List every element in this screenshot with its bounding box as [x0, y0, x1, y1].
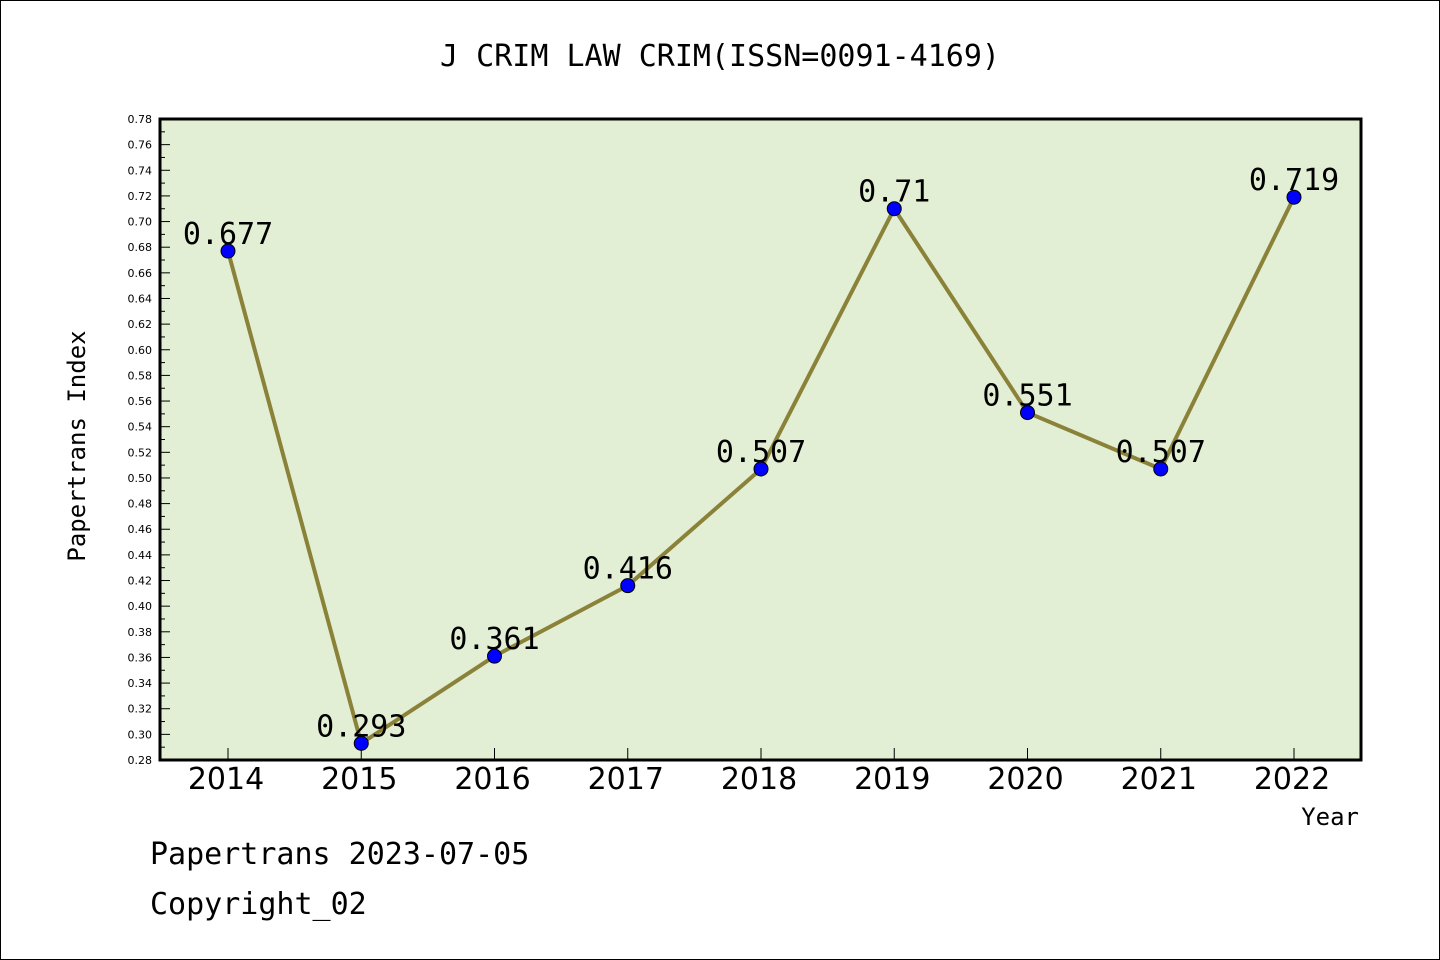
data-label: 0.361 — [449, 622, 539, 657]
y-tick-label: 0.36 — [128, 651, 153, 664]
data-label: 0.416 — [583, 552, 673, 587]
y-axis-ticks: 0.28 0.30 0.32 0.34 0.36 0.38 0.40 0.42 0.44 0.46… — [128, 113, 170, 767]
x-axis-ticks: 2014 2015 2016 2017 2018 2019 2020 2021 2022 — [188, 748, 1330, 797]
data-labels: 0.677 0.293 0.361 0.416 0.507 0.71 0.551 0.507 0… — [183, 163, 1339, 744]
y-tick-label: 0.56 — [128, 395, 153, 408]
y-tick-label: 0.74 — [128, 164, 153, 177]
y-tick-label: 0.78 — [128, 113, 153, 126]
x-axis-label: Year — [1301, 803, 1359, 831]
y-tick-label: 0.52 — [128, 446, 153, 459]
y-tick-label: 0.30 — [128, 728, 153, 741]
x-tick-label: 2017 — [588, 762, 664, 797]
data-label: 0.719 — [1249, 163, 1339, 198]
y-axis-label: Papertrans Index — [63, 330, 91, 561]
data-point — [886, 201, 902, 217]
y-tick-label: 0.68 — [128, 241, 153, 254]
y-tick-label: 0.70 — [128, 216, 153, 229]
y-tick-label: 0.76 — [128, 139, 153, 152]
y-tick-label: 0.32 — [128, 703, 153, 716]
plot-area — [160, 119, 1361, 760]
data-label: 0.551 — [982, 379, 1072, 414]
y-tick-label: 0.34 — [128, 677, 153, 690]
footer-copyright: Copyright_02 — [150, 887, 367, 922]
data-label: 0.677 — [183, 217, 273, 252]
data-point — [753, 461, 769, 477]
y-tick-label: 0.44 — [128, 549, 153, 562]
data-point — [1020, 405, 1035, 421]
series-markers — [220, 189, 1302, 751]
x-tick-label: 2015 — [321, 762, 397, 797]
y-tick-label: 0.58 — [128, 369, 153, 382]
y-tick-label: 0.48 — [128, 498, 153, 511]
plot-border — [158, 117, 1363, 762]
y-tick-label: 0.62 — [128, 318, 153, 331]
x-tick-label: 2021 — [1121, 762, 1197, 797]
y-tick-label: 0.50 — [128, 472, 153, 485]
y-tick-label: 0.60 — [128, 344, 153, 357]
data-point — [487, 648, 502, 664]
data-point — [1286, 189, 1302, 205]
data-point — [353, 735, 369, 751]
y-tick-label: 0.40 — [128, 600, 153, 613]
x-tick-label: 2022 — [1254, 762, 1330, 797]
x-tick-label: 2019 — [854, 762, 930, 797]
y-tick-label: 0.42 — [128, 575, 153, 588]
y-tick-label: 0.28 — [128, 754, 153, 767]
footer-date: Papertrans 2023-07-05 — [150, 837, 529, 872]
x-tick-label: 2018 — [721, 762, 797, 797]
data-label: 0.507 — [1116, 435, 1206, 470]
x-tick-label: 2016 — [454, 762, 530, 797]
y-tick-label: 0.64 — [128, 292, 153, 305]
y-tick-label: 0.66 — [128, 267, 153, 280]
y-tick-label: 0.38 — [128, 626, 153, 639]
data-label: 0.507 — [716, 435, 806, 470]
data-point — [220, 243, 236, 259]
data-point — [620, 578, 636, 594]
data-point — [1153, 461, 1169, 477]
y-tick-label: 0.72 — [128, 190, 153, 203]
data-label: 0.293 — [316, 709, 406, 744]
data-label: 0.71 — [858, 175, 930, 210]
x-tick-label: 2014 — [188, 762, 264, 797]
x-tick-label: 2020 — [987, 762, 1063, 797]
y-tick-label: 0.46 — [128, 523, 153, 536]
y-tick-label: 0.54 — [128, 421, 153, 434]
chart-title: J CRIM LAW CRIM(ISSN=0091-4169) — [440, 39, 1000, 74]
